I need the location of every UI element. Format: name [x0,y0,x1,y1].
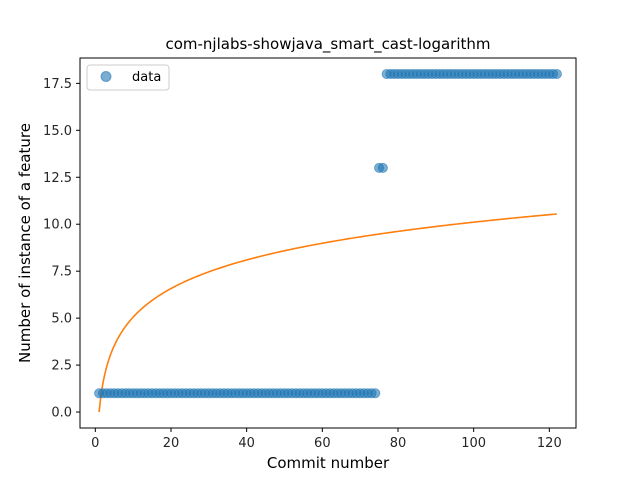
fit-line-layer [98,213,557,413]
x-tick-label: 60 [314,436,331,451]
y-tick-label: 5.0 [51,312,72,327]
x-tick-label: 0 [91,436,99,451]
x-axis: 0 20 40 60 80 100 120 [91,428,562,451]
x-tick-label: 40 [238,436,255,451]
x-tick-label: 80 [390,436,407,451]
y-tick-label: 0.0 [51,406,72,421]
data-point [370,388,381,399]
y-tick-label: 17.5 [43,77,72,92]
legend: data [86,64,170,91]
legend-marker [100,71,112,82]
y-tick-label: 10.0 [43,218,72,233]
legend-label: data [132,70,161,85]
fit-line [98,213,557,413]
x-tick-label: 100 [461,436,486,451]
data-points-layer [94,68,562,399]
y-tick-label: 12.5 [43,171,72,186]
plot-frame [79,57,577,429]
y-tick-label: 15.0 [43,124,72,139]
data-point [377,162,388,173]
x-tick-label: 20 [163,436,180,451]
y-tick-label: 2.5 [51,359,72,374]
y-tick-label: 7.5 [51,265,72,280]
plot-area [94,68,562,413]
data-point [551,68,562,79]
x-tick-label: 120 [537,436,562,451]
y-axis-label: Number of instance of a feature [16,123,34,363]
y-axis: 0.0 2.5 5.0 7.5 10.0 12.5 15.0 17.5 [43,77,80,421]
x-axis-label: Commit number [267,454,390,472]
chart-title: com-njlabs-showjava_smart_cast-logarithm [165,35,490,54]
